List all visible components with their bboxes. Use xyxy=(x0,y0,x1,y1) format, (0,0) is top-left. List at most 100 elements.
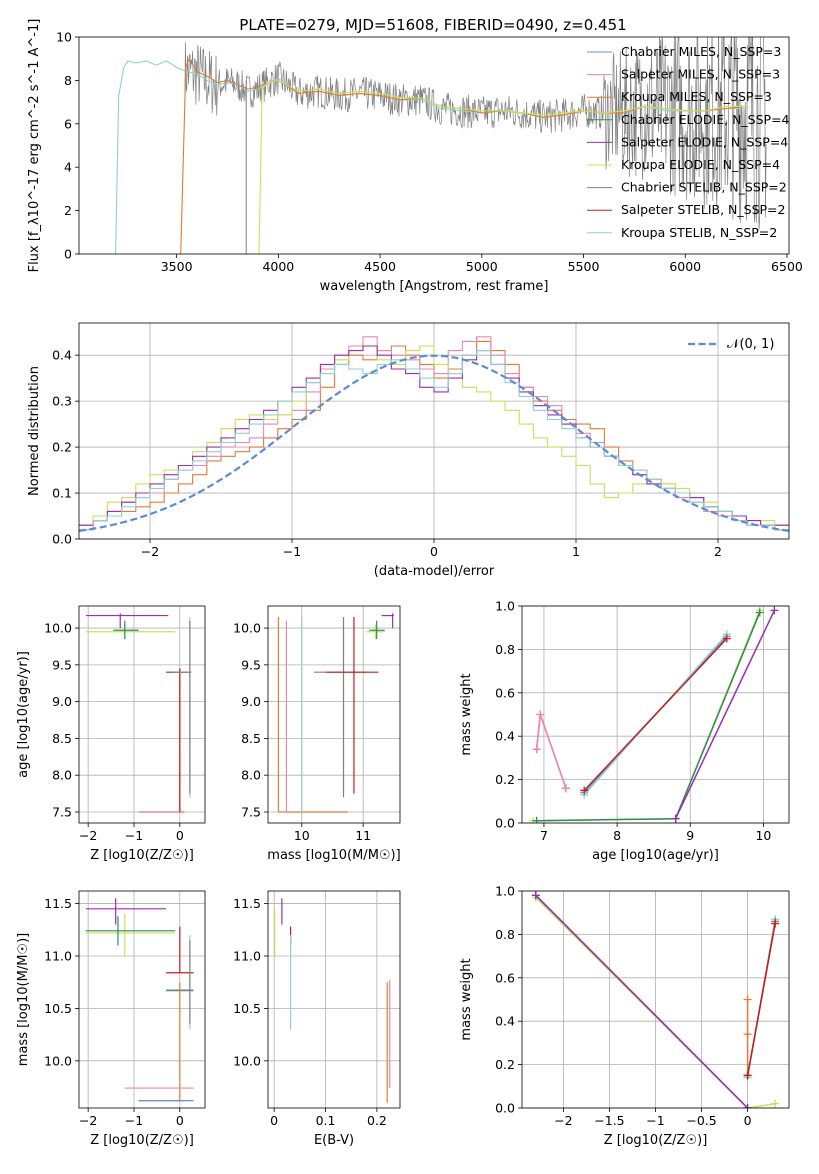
mass-weight-line xyxy=(746,923,776,1076)
y-tick-label: 0.6 xyxy=(495,970,515,985)
x-axis-label: mass [log10(M/M☉)] xyxy=(267,848,400,863)
x-tick-label: −2 xyxy=(554,1113,572,1128)
x-tick-label: 2 xyxy=(714,544,722,559)
data-point-marker xyxy=(755,608,764,617)
y-tick-label: 2 xyxy=(64,203,72,218)
x-tick-label: −1 xyxy=(125,1113,143,1128)
y-tick-label: 7.5 xyxy=(52,804,72,819)
x-tick-label: −2 xyxy=(141,544,159,559)
y-tick-label: 10.5 xyxy=(44,1001,72,1016)
data-point-marker xyxy=(532,816,541,823)
axis-ticks: −2 −1 0 7.5 8.0 8.5 9.0 9.5 10.0 xyxy=(44,621,184,843)
y-tick-label: 8.0 xyxy=(241,768,261,783)
legend-label: Kroupa ELODIE, N_SSP=4 xyxy=(621,157,780,172)
mass-weight-line xyxy=(583,637,728,792)
plot-area xyxy=(115,37,767,254)
legend-label: Chabrier ELODIE, N_SSP=4 xyxy=(621,112,790,127)
y-tick-label: 0.0 xyxy=(495,1101,515,1116)
y-tick-label: 11.0 xyxy=(44,948,72,963)
legend-label: Kroupa MILES, N_SSP=3 xyxy=(621,89,772,104)
y-tick-label: 1.0 xyxy=(495,884,515,899)
y-tick-label: 9.0 xyxy=(241,694,261,709)
x-tick-label: 0 xyxy=(176,828,184,843)
x-tick-label: −0.5 xyxy=(686,1113,716,1128)
chart-age-vs-Z: −2 −1 0 7.5 8.0 8.5 9.0 9.5 10.0 Z [log10(Z/Z☉)] a… xyxy=(16,605,206,863)
model-spectrum-line xyxy=(258,79,747,254)
y-tick-label: 11.5 xyxy=(233,896,261,911)
y-axis-label: Normed distribution xyxy=(27,366,42,496)
chart-mass-vs-ebv: 0 0.1 0.2 10.0 10.5 11.0 11.5 E(B-V) xyxy=(233,890,401,1148)
x-tick-label: 5000 xyxy=(466,259,498,274)
chart-residuals: −2 −1 0 1 2 0.0 0.1 0.2 0.3 0.4 (data-model)/error… xyxy=(27,322,790,579)
mass-weight-line xyxy=(535,896,776,1108)
y-tick-label: 0.0 xyxy=(495,816,515,831)
figure-title: PLATE=0279, MJD=51608, FIBERID=0490, z=0… xyxy=(239,16,626,34)
x-tick-label: −1 xyxy=(125,828,143,843)
y-tick-label: 11.0 xyxy=(233,948,261,963)
y-tick-label: 8.5 xyxy=(241,731,261,746)
spectrum-legend: Chabrier MILES, N_SSP=3 Salpeter MILES, N… xyxy=(587,44,790,240)
x-axis-label: wavelength [Angstrom, rest frame] xyxy=(320,279,549,294)
gridlines xyxy=(268,891,400,1108)
data-point-marker xyxy=(561,784,570,793)
y-axis-label: Flux [f_λ10^-17 erg cm^-2 s^-1 A^-1] xyxy=(27,19,42,273)
y-tick-label: 0.4 xyxy=(495,729,515,744)
x-tick-label: 9 xyxy=(686,828,694,843)
y-axis-label: mass weight xyxy=(459,673,474,755)
x-tick-label: −1.5 xyxy=(594,1113,624,1128)
y-axis-label: age [log10(age/yr)] xyxy=(16,651,31,778)
x-tick-label: 11 xyxy=(355,828,371,843)
x-axis-label: E(B-V) xyxy=(314,1133,354,1148)
y-tick-label: 0.2 xyxy=(495,772,515,787)
x-tick-label: 7 xyxy=(540,828,548,843)
mass-weight-line xyxy=(535,894,749,1108)
x-axis-label: age [log10(age/yr)] xyxy=(592,848,719,863)
y-tick-label: 0 xyxy=(64,247,72,262)
axes-frame xyxy=(78,36,790,255)
y-tick-label: 9.5 xyxy=(52,657,72,672)
axes-frame xyxy=(78,322,790,540)
y-tick-label: 1.0 xyxy=(495,599,515,614)
y-tick-label: 6 xyxy=(64,116,72,131)
axis-ticks: −2 −1.5 −1 −0.5 0 0.0 0.2 0.4 0.6 0.8 1.0 xyxy=(495,884,751,1129)
legend-label: Salpeter ELODIE, N_SSP=4 xyxy=(621,134,788,149)
y-tick-label: 0.2 xyxy=(495,1057,515,1072)
model-spectrum-line xyxy=(180,57,747,254)
axes-frame xyxy=(267,605,401,824)
data-point-marker xyxy=(532,745,541,754)
x-tick-label: 0 xyxy=(270,1113,278,1128)
axis-ticks: 10 11 7.5 8.0 8.5 9.0 9.5 10.0 xyxy=(233,621,371,843)
gridlines xyxy=(79,891,205,1108)
data-point-marker xyxy=(770,606,779,615)
x-tick-label: 0 xyxy=(430,544,438,559)
mass-weight-line xyxy=(674,609,776,820)
mass-weight-line xyxy=(535,714,567,789)
data-point-marker xyxy=(743,995,752,1004)
plot-area xyxy=(85,898,194,1102)
y-tick-label: 10.0 xyxy=(233,621,261,636)
y-tick-label: 0.8 xyxy=(495,642,515,657)
y-tick-label: 0.1 xyxy=(52,486,72,501)
y-axis-label: mass [log10(M/M☉)] xyxy=(16,933,31,1066)
chart-mass-weight-vs-Z: −2 −1.5 −1 −0.5 0 0.0 0.2 0.4 0.6 0.8 1.0 Z [log10(… xyxy=(459,884,790,1148)
plot-area xyxy=(274,898,391,1103)
legend-label: 𝒩(0, 1) xyxy=(727,337,774,352)
chart-spectrum: 3500 4000 4500 5000 5500 6000 6500 0 2 4 6 8 10 wavel… xyxy=(27,19,803,294)
axes-frame xyxy=(267,890,401,1109)
x-axis-label: Z [log10(Z/Z☉)] xyxy=(604,1133,708,1148)
data-point-marker xyxy=(671,814,680,823)
plot-area xyxy=(79,336,789,532)
y-tick-label: 8 xyxy=(64,73,72,88)
y-tick-label: 7.5 xyxy=(241,804,261,819)
x-tick-label: 8 xyxy=(613,828,621,843)
axis-ticks: −2 −1 0 10.0 10.5 11.0 11.5 xyxy=(44,896,184,1128)
x-tick-label: −1 xyxy=(283,544,301,559)
data-point-marker xyxy=(743,1104,752,1108)
axis-ticks: 7 8 9 10 0.0 0.2 0.4 0.6 0.8 1.0 xyxy=(495,599,771,844)
x-tick-label: −1 xyxy=(646,1113,664,1128)
data-point-marker xyxy=(531,891,540,900)
x-tick-label: 4500 xyxy=(364,259,396,274)
x-tick-label: 0 xyxy=(744,1113,752,1128)
axis-ticks: 3500 4000 4500 5000 5500 6000 6500 0 2 4 6 8 10 xyxy=(56,30,803,275)
